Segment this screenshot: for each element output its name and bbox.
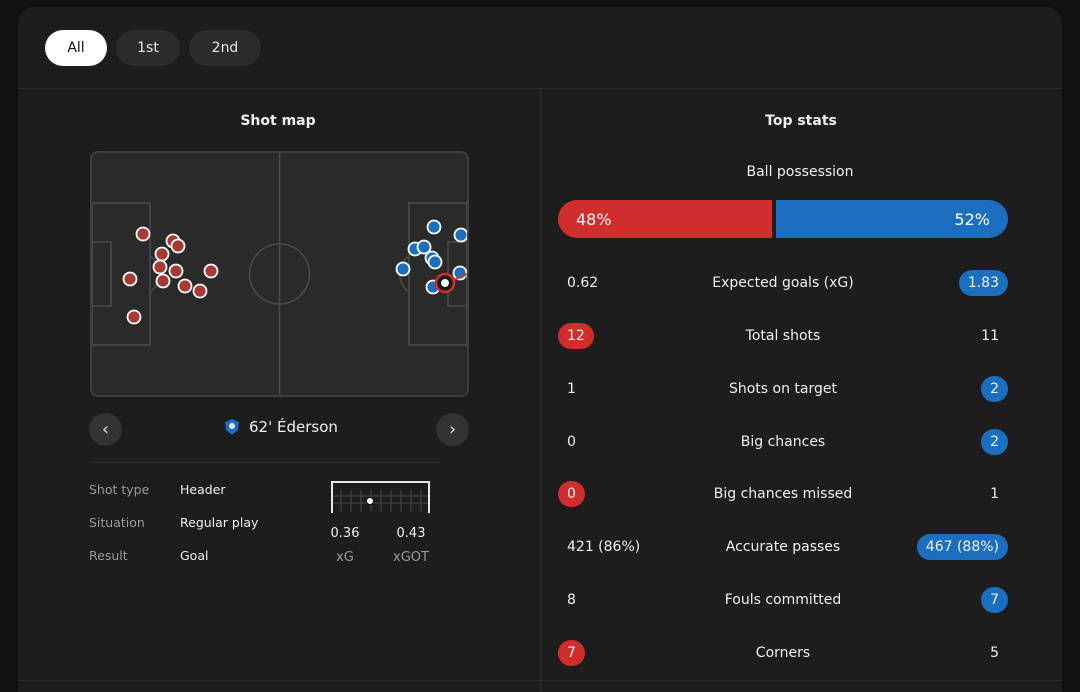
home-shot-marker[interactable] bbox=[155, 273, 171, 289]
stat-label: Big chances missed bbox=[713, 486, 853, 502]
result-value: Goal bbox=[180, 548, 209, 563]
away-shot-marker[interactable] bbox=[426, 219, 442, 235]
xg-label: xG bbox=[336, 550, 354, 565]
stat-home-value: 7 bbox=[558, 640, 585, 666]
chevron-right-icon: › bbox=[448, 419, 457, 440]
stat-away-value: 1.83 bbox=[958, 270, 1008, 296]
xgot-label: xGOT bbox=[393, 550, 429, 565]
possession-label: Ball possession bbox=[746, 164, 854, 180]
period-tabs: All 1st 2nd bbox=[45, 30, 270, 66]
details-divider bbox=[90, 462, 440, 463]
possession-home: 48% bbox=[558, 200, 773, 238]
selected-shot-label: 62' Éderson bbox=[225, 418, 338, 436]
result-label: Result bbox=[89, 548, 128, 563]
stat-away-value: 2 bbox=[981, 376, 1008, 402]
stat-row: 0 Big chances 2 bbox=[558, 429, 1008, 455]
atalanta-crest-icon bbox=[225, 419, 239, 435]
stat-label: Expected goals (xG) bbox=[712, 275, 854, 291]
stat-home-value: 8 bbox=[567, 592, 576, 608]
tab-2nd[interactable]: 2nd bbox=[189, 30, 261, 66]
home-shot-marker[interactable] bbox=[152, 259, 168, 275]
home-shot-marker[interactable] bbox=[135, 226, 151, 242]
home-shot-marker[interactable] bbox=[170, 238, 186, 254]
chevron-left-icon: ‹ bbox=[101, 419, 110, 440]
stat-label: Fouls committed bbox=[724, 592, 842, 608]
home-shot-marker[interactable] bbox=[122, 271, 138, 287]
next-shot-button[interactable]: › bbox=[436, 413, 469, 446]
stat-row: 7 Corners 5 bbox=[558, 640, 1008, 666]
away-shot-marker[interactable] bbox=[416, 239, 432, 255]
xgot-value: 0.43 bbox=[396, 526, 426, 541]
xg-value: 0.36 bbox=[330, 526, 360, 541]
stat-row: 0.62 Expected goals (xG) 1.83 bbox=[558, 270, 1008, 296]
match-stats-card: All 1st 2nd Shot map ‹ › 6 bbox=[18, 7, 1062, 692]
stat-label: Shots on target bbox=[728, 381, 837, 397]
top-stats-title: Top stats bbox=[765, 113, 837, 129]
stat-label: Corners bbox=[755, 645, 811, 661]
previous-shot-button[interactable]: ‹ bbox=[89, 413, 122, 446]
bottom-divider bbox=[18, 680, 1062, 681]
possession-away: 52% bbox=[776, 200, 1008, 238]
away-shot-marker[interactable] bbox=[453, 227, 468, 243]
away-shot-marker[interactable] bbox=[427, 254, 443, 270]
stat-label: Big chances bbox=[740, 434, 826, 450]
stat-row: 0 Big chances missed 1 bbox=[558, 481, 1008, 507]
situation-value: Regular play bbox=[180, 515, 259, 530]
stat-row: 1 Shots on target 2 bbox=[558, 376, 1008, 402]
shot-type-label: Shot type bbox=[89, 482, 150, 497]
home-shot-marker[interactable] bbox=[126, 309, 142, 325]
stat-label: Accurate passes bbox=[725, 539, 841, 555]
stat-home-value: 12 bbox=[558, 323, 594, 349]
column-divider bbox=[540, 89, 541, 692]
home-shot-marker[interactable] bbox=[154, 246, 170, 262]
stat-row: 8 Fouls committed 7 bbox=[558, 587, 1008, 613]
stat-away-value: 11 bbox=[981, 328, 999, 344]
stat-away-value: 5 bbox=[990, 645, 999, 661]
stat-away-value: 2 bbox=[981, 429, 1008, 455]
tab-1st[interactable]: 1st bbox=[116, 30, 180, 66]
shot-trajectory-line bbox=[453, 273, 467, 281]
shot-map-title: Shot map bbox=[240, 113, 316, 129]
stat-away-value: 467 (88%) bbox=[916, 534, 1008, 560]
goal-mouth-diagram bbox=[331, 481, 430, 513]
stat-home-value: 0 bbox=[558, 481, 585, 507]
situation-label: Situation bbox=[89, 515, 145, 530]
stat-row: 12 Total shots 11 bbox=[558, 323, 1008, 349]
shot-map-pitch bbox=[90, 151, 469, 397]
stat-away-value: 1 bbox=[990, 486, 999, 502]
possession-bar: 48% 52% bbox=[558, 200, 1008, 238]
home-shot-marker[interactable] bbox=[192, 283, 208, 299]
football-icon bbox=[440, 278, 450, 288]
shot-type-value: Header bbox=[180, 482, 226, 497]
shot-minute-player: 62' Éderson bbox=[249, 418, 338, 436]
stat-row: 421 (86%) Accurate passes 467 (88%) bbox=[558, 534, 1008, 560]
stat-away-value: 7 bbox=[981, 587, 1008, 613]
away-shot-marker[interactable] bbox=[395, 261, 411, 277]
tab-all[interactable]: All bbox=[45, 30, 107, 66]
stat-home-value: 0 bbox=[567, 434, 576, 450]
stat-home-value: 0.62 bbox=[567, 275, 599, 291]
home-shot-marker[interactable] bbox=[203, 263, 219, 279]
header-divider bbox=[18, 88, 1062, 89]
pitch-svg bbox=[92, 153, 467, 395]
stat-home-value: 421 (86%) bbox=[567, 539, 641, 555]
home-shot-marker[interactable] bbox=[168, 263, 184, 279]
stat-label: Total shots bbox=[745, 328, 821, 344]
stat-home-value: 1 bbox=[567, 381, 576, 397]
home-shot-marker[interactable] bbox=[177, 278, 193, 294]
